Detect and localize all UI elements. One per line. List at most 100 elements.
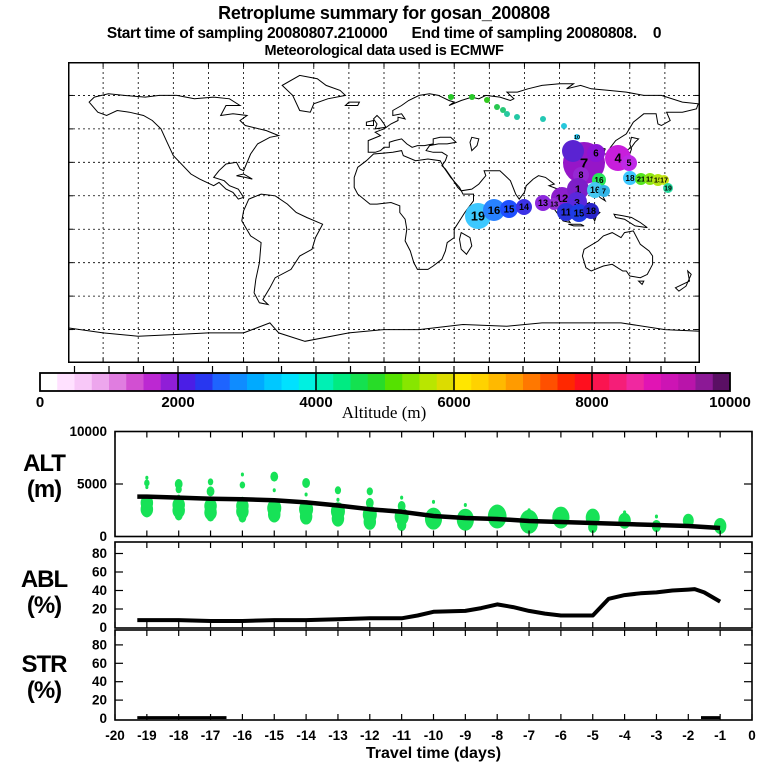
alt-unit-label: (m) (26, 476, 62, 503)
plume-point-label: 17 (660, 178, 668, 185)
plume-trail-dot (448, 94, 454, 100)
alt-panel: 10000 5000 0 (69, 424, 753, 544)
colorbar-cell (626, 373, 645, 391)
colorbar-cell (488, 373, 507, 391)
cluster-blob (145, 485, 149, 490)
altitude-colorbar: 0 2000 4000 6000 8000 10000 (36, 366, 751, 410)
plume-point (659, 175, 669, 185)
colorbar-tick-labels: 0 2000 4000 6000 8000 10000 (36, 394, 751, 410)
cluster-blob (365, 497, 374, 508)
cluster-blob (400, 495, 404, 500)
cluster-blob (142, 507, 151, 518)
axis-tick-label: -2 (682, 728, 694, 743)
colorbar-cell (695, 373, 714, 391)
abl-panel: 80 60 40 20 0 (92, 541, 753, 635)
axis-tick-label: -7 (523, 728, 535, 743)
str-label: STR (21, 651, 68, 678)
plume-point (483, 199, 505, 221)
colorbar-tick-label: 0 (36, 394, 44, 410)
colorbar-cell (333, 373, 351, 391)
cluster-blob (144, 479, 150, 487)
plume-point-label: 15 (654, 176, 662, 185)
axis-tick-label: -11 (392, 728, 411, 743)
axis-tick-label: 80 (92, 637, 107, 652)
abl-x-ticks (114, 542, 753, 628)
colorbar-cell (661, 373, 679, 391)
plume-point-label: 16 (594, 176, 604, 185)
axis-tick-label: -15 (264, 728, 284, 743)
colorbar-cell (712, 373, 731, 391)
colorbar-cell (436, 373, 455, 391)
colorbar-cell (574, 373, 593, 391)
plume-point-label: 4 (614, 151, 622, 166)
axis-tick-label: -6 (555, 728, 567, 743)
axis-tick-label: -18 (169, 728, 189, 743)
colorbar-tick-label: 4000 (299, 394, 332, 410)
colorbar-tick-label: 8000 (575, 394, 608, 410)
cluster-blob (299, 508, 313, 525)
plume-trail-label: 10 (574, 135, 580, 141)
mean-altitude-line (137, 494, 721, 531)
axis-tick-label: 80 (92, 546, 107, 561)
colorbar-cell (74, 373, 93, 391)
colorbar-cell (367, 373, 386, 391)
cluster-blob (302, 477, 310, 488)
colorbar-cell (678, 373, 696, 391)
abl-y-ticks (115, 552, 752, 610)
plume-point-label: 6 (593, 149, 599, 160)
plume-point-label: 19 (664, 186, 672, 193)
axis-tick-label: -9 (459, 728, 471, 743)
plume-point (587, 144, 605, 162)
cluster-blob (207, 478, 214, 486)
abl-frame (114, 541, 753, 629)
abl-panel-label: ABL (%) (2, 567, 86, 619)
cluster-blob (334, 486, 342, 495)
plume-point-label: 19 (471, 209, 485, 224)
cluster-blob (431, 499, 436, 504)
colorbar-cell (247, 373, 265, 391)
plume-point-label: 11 (561, 208, 572, 219)
plume-trail: 10 (448, 94, 580, 141)
colorbar-tick-label: 6000 (437, 394, 470, 410)
axis-tick-label: 60 (92, 565, 107, 580)
plume-trail-dot (484, 97, 490, 103)
colorbar-cell (143, 373, 162, 391)
axis-tick-label: -1 (714, 728, 726, 743)
str-panel: 80 60 40 20 0 (92, 629, 753, 726)
plume-point (548, 198, 560, 210)
colorbar-cell (126, 373, 144, 391)
plume-point (516, 199, 532, 215)
plume-point-label: 3 (574, 197, 580, 209)
cluster-blob (654, 514, 659, 519)
colorbar-cell (540, 373, 558, 391)
plume-point-label: 21 (637, 175, 645, 184)
x-axis-title: Travel time (days) (365, 745, 502, 762)
abl-y-tick-labels: 80 60 40 20 0 (92, 546, 107, 635)
colorbar-cell (91, 373, 110, 391)
colorbar-cell (505, 373, 524, 391)
plume-trail-dot (494, 104, 500, 110)
axis-tick-label: -4 (619, 728, 631, 743)
colorbar-cell (609, 373, 627, 391)
plume-point-label: 7 (580, 155, 588, 172)
plume-point-label: 5 (626, 158, 631, 168)
str-y-tick-labels: 80 60 40 20 0 (92, 637, 107, 726)
cluster-blob (145, 475, 149, 480)
plume-trail-dot (561, 123, 567, 129)
axis-tick-label: 0 (99, 529, 107, 544)
axis-tick-label: -8 (491, 728, 503, 743)
met-data-line: Meteorological data used is ECMWF (264, 43, 504, 59)
axis-tick-label: -3 (650, 728, 662, 743)
plume-point-label: 15 (574, 209, 585, 220)
str-y-ticks (115, 644, 752, 701)
axis-tick-label: 20 (92, 693, 107, 708)
plume-point-label: 7 (602, 187, 606, 196)
plume-point-label: 8 (578, 170, 583, 180)
cluster-blob (424, 507, 443, 530)
plume-trail-dot (540, 116, 546, 122)
colorbar-cell (557, 373, 576, 391)
colorbar-cell (229, 373, 248, 391)
cluster-blob (463, 503, 467, 507)
colorbar-cell (212, 373, 231, 391)
